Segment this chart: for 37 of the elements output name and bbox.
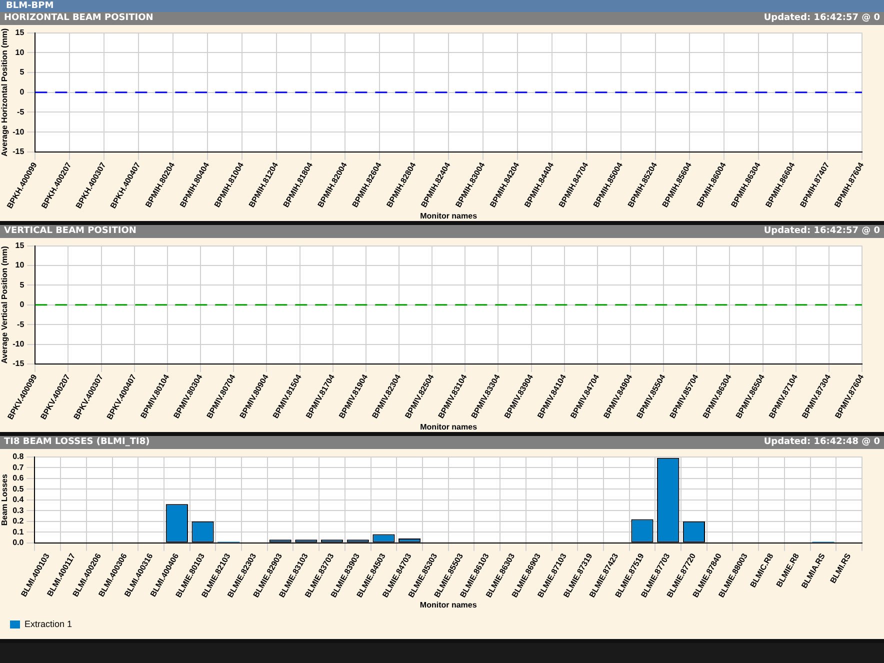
y-tick-label: -15 bbox=[12, 359, 25, 368]
y-tick-label: 0.6 bbox=[12, 474, 24, 483]
y-tick-label: 0.1 bbox=[12, 527, 24, 536]
x-axis-title: Monitor names bbox=[420, 422, 478, 432]
x-axis-title: Monitor names bbox=[420, 600, 478, 610]
y-tick-label: 10 bbox=[15, 260, 25, 270]
chart-title: TI8 BEAM LOSSES (BLMI_TI8) bbox=[4, 436, 150, 449]
chart-title: HORIZONTAL BEAM POSITION bbox=[4, 12, 154, 25]
text: Updated: 16:42:48 @ 0 bbox=[764, 436, 880, 449]
y-tick-label: 0.2 bbox=[12, 516, 24, 526]
x-axis-title: Monitor names bbox=[420, 211, 478, 220]
y-tick-label: 0 bbox=[20, 300, 25, 310]
y-axis-title: Average Horizontal Position (mm) bbox=[0, 28, 10, 156]
y-tick-label: 0.3 bbox=[12, 506, 24, 515]
y-tick-label: 0.7 bbox=[12, 462, 24, 472]
text: BLM-BPM bbox=[0, 0, 884, 12]
y-tick-label: -10 bbox=[12, 339, 25, 348]
legend-label: Extraction 1 bbox=[24, 618, 72, 629]
y-tick-label: -5 bbox=[17, 107, 25, 116]
y-tick-label: -10 bbox=[12, 127, 25, 136]
y-tick-label: -5 bbox=[17, 320, 25, 329]
y-axis-title: Average Vertical Position (mm) bbox=[0, 246, 10, 364]
y-tick-label: 0.8 bbox=[12, 452, 24, 462]
text: Updated: 16:42:57 @ 0 bbox=[764, 12, 880, 25]
y-tick-label: 15 bbox=[15, 241, 25, 250]
y-tick-label: 10 bbox=[15, 48, 25, 57]
text: Updated: 16:42:57 @ 0 bbox=[764, 225, 880, 238]
y-tick-label: 0.0 bbox=[12, 538, 24, 548]
y-axis-title: Beam Losses bbox=[0, 473, 10, 526]
y-tick-label: 15 bbox=[15, 28, 25, 38]
chart-title: VERTICAL BEAM POSITION bbox=[4, 225, 136, 238]
y-tick-label: 5 bbox=[20, 68, 25, 77]
y-tick-label: -15 bbox=[12, 147, 25, 156]
y-tick-label: 0.5 bbox=[12, 484, 24, 494]
y-tick-label: 5 bbox=[20, 280, 25, 290]
y-tick-label: 0 bbox=[20, 88, 25, 97]
y-tick-label: 0.4 bbox=[12, 495, 24, 504]
